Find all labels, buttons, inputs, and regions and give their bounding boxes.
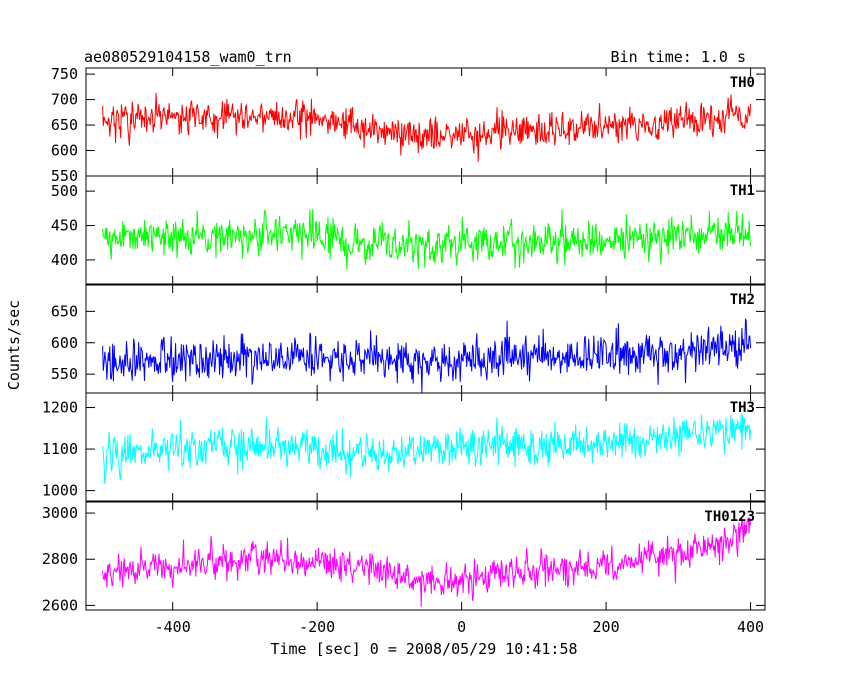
series-line-th0	[102, 92, 752, 162]
panel-frame-th2	[85, 284, 766, 394]
series-line-th0123	[102, 517, 752, 607]
y-tick-label-th0123: 2600	[42, 596, 78, 614]
panel-label-th0123: TH0123	[704, 509, 755, 525]
x-tick-label: 200	[593, 618, 620, 636]
y-tick-label-th1: 400	[51, 251, 78, 269]
y-tick-label-th0: 700	[51, 91, 78, 109]
panel-label-th3: TH3	[730, 400, 755, 416]
y-tick-label-th0123: 2800	[42, 550, 78, 568]
x-tick-label: -200	[299, 618, 335, 636]
y-tick-label-th0: 550	[51, 167, 78, 185]
y-axis-label: Counts/sec	[5, 300, 23, 390]
y-tick-label-th0: 650	[51, 116, 78, 134]
y-tick-label-th3: 1200	[42, 399, 78, 417]
y-tick-label-th2: 550	[51, 365, 78, 383]
series-line-th1	[102, 208, 752, 270]
y-tick-label-th0: 750	[51, 65, 78, 83]
panel-frame-th0	[85, 67, 766, 177]
bin-time-label: Bin time: 1.0 s	[611, 48, 746, 66]
panels-group: 550 600 650 700 750 TH0 400 450 500 TH1 550 600 650 T…	[42, 65, 766, 636]
panel-frame-th1	[85, 175, 766, 285]
y-tick-label-th1: 500	[51, 182, 78, 200]
y-tick-label-th0123: 3000	[42, 504, 78, 522]
series-line-th2	[102, 318, 752, 393]
panel-label-th2: TH2	[730, 292, 755, 308]
panel-frame-th0123	[85, 501, 766, 611]
chart-title: ae080529104158_wam0_trn	[84, 48, 292, 66]
x-axis-label: Time [sec] 0 = 2008/05/29 10:41:58	[270, 640, 577, 658]
y-tick-label-th2: 600	[51, 334, 78, 352]
y-tick-label-th3: 1100	[42, 440, 78, 458]
panel-frame-th3	[85, 392, 766, 502]
x-tick-label: -400	[155, 618, 191, 636]
panel-label-th0: TH0	[730, 75, 755, 91]
series-line-th3	[102, 412, 752, 485]
y-tick-label-th3: 1000	[42, 482, 78, 500]
y-tick-label-th2: 650	[51, 302, 78, 320]
panel-label-th1: TH1	[730, 183, 755, 199]
x-tick-label: 0	[457, 618, 466, 636]
y-tick-label-th0: 600	[51, 142, 78, 160]
x-tick-label: 400	[737, 618, 764, 636]
y-tick-label-th1: 450	[51, 217, 78, 235]
